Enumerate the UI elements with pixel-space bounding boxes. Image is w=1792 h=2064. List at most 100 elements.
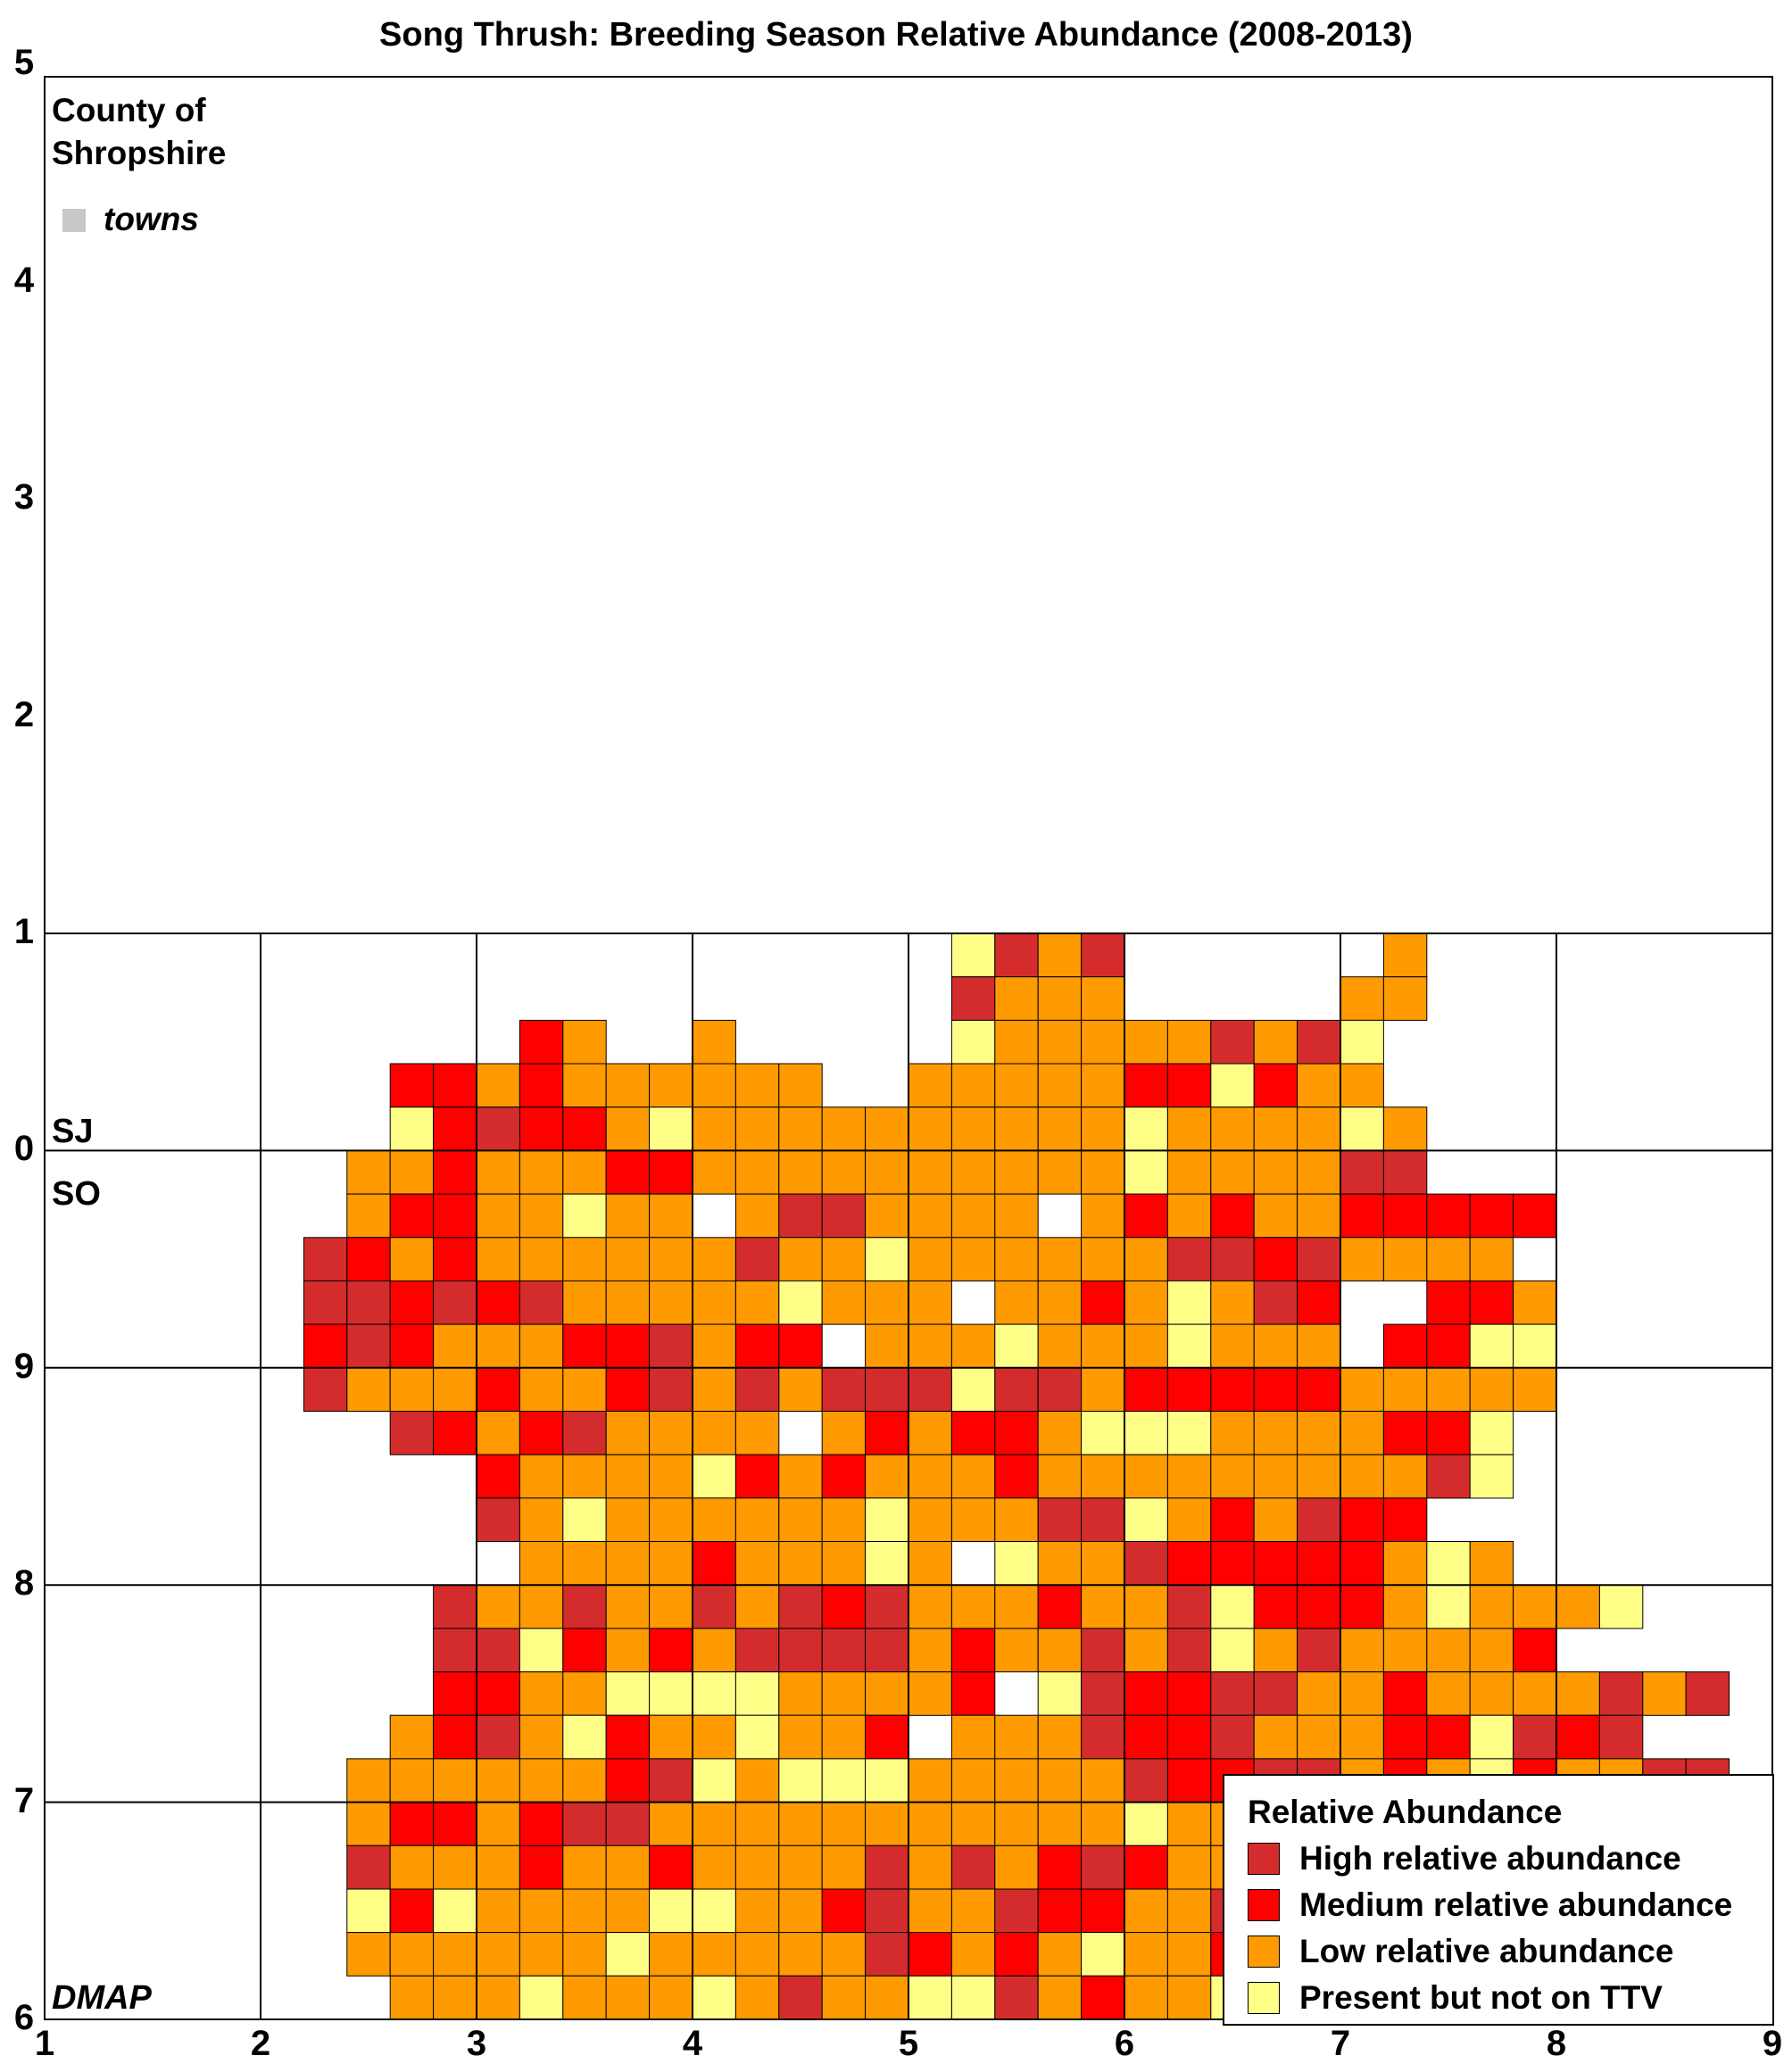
cell-L [433, 1975, 477, 2020]
cell-L [519, 1714, 564, 1760]
cell-L [1037, 1019, 1083, 1065]
cell-L [1340, 976, 1384, 1021]
cell-L [1210, 1149, 1255, 1195]
cell-L [734, 1541, 780, 1586]
dmap-credit: DMAP [52, 1979, 152, 2017]
cell-L [908, 1193, 952, 1239]
cell-L [865, 1454, 909, 1499]
cell-L [649, 1193, 693, 1239]
cell-M [865, 1411, 909, 1455]
cell-L [692, 1367, 736, 1413]
cell-L [692, 1497, 736, 1543]
cell-M [1297, 1280, 1341, 1325]
cell-M [605, 1758, 651, 1803]
cell-H [1210, 1671, 1255, 1716]
cell-H [389, 1411, 435, 1455]
cell-L [908, 1758, 952, 1803]
cell-M [950, 1411, 996, 1455]
cell-L [1081, 1237, 1125, 1282]
cell-L [1556, 1584, 1600, 1629]
cell-M [1166, 1758, 1212, 1803]
cell-L [433, 1323, 477, 1369]
cell-L [865, 1671, 909, 1716]
cell-L [519, 1237, 564, 1282]
cell-L [1382, 933, 1428, 978]
cell-L [1469, 1584, 1514, 1629]
cell-P [821, 1758, 867, 1803]
cell-M [950, 1628, 996, 1673]
legend-item-medium: Medium relative abundance [1248, 1886, 1732, 1924]
cell-H [303, 1367, 348, 1413]
cell-M [1513, 1628, 1557, 1673]
cell-L [1469, 1628, 1514, 1673]
survey-cells [303, 933, 1730, 2020]
cell-L [1210, 1454, 1255, 1499]
cell-L [734, 1802, 780, 1846]
cell-L [476, 1584, 520, 1629]
cell-L [605, 1541, 651, 1586]
cell-M [1081, 1888, 1125, 1934]
cell-P [1124, 1497, 1168, 1543]
map-frame [44, 76, 1773, 2020]
cell-H [1166, 1237, 1212, 1282]
cell-H [865, 1844, 909, 1890]
cell-L [605, 1237, 651, 1282]
cell-L [1037, 1411, 1083, 1455]
cell-L [605, 1497, 651, 1543]
cell-P [1210, 1584, 1255, 1629]
cell-H [433, 1584, 477, 1629]
cell-L [778, 1063, 823, 1108]
cell-P [649, 1671, 693, 1716]
cell-M [1210, 1497, 1255, 1543]
cell-M [1382, 1714, 1428, 1760]
cell-P [519, 1975, 564, 2020]
cell-H [994, 1367, 1039, 1413]
cell-H [1685, 1671, 1730, 1716]
cell-L [778, 1844, 823, 1890]
cell-L [519, 1193, 564, 1239]
cell-P [1210, 1063, 1255, 1108]
cell-L [649, 1454, 693, 1499]
cell-P [1340, 1019, 1384, 1065]
cell-M [1297, 1584, 1341, 1629]
cell-M [1382, 1411, 1428, 1455]
cell-L [950, 1497, 996, 1543]
cell-L [1081, 1802, 1125, 1846]
cell-L [1081, 1063, 1125, 1108]
cell-P [1166, 1323, 1212, 1369]
cell-H [562, 1411, 607, 1455]
cell-L [649, 1932, 693, 1977]
cell-L [734, 1107, 780, 1151]
cell-L [1382, 1584, 1428, 1629]
cell-L [994, 1280, 1039, 1325]
cell-L [734, 1758, 780, 1803]
cell-L [865, 1149, 909, 1195]
cell-L [1124, 1237, 1168, 1282]
cell-L [1340, 1367, 1384, 1413]
y-tick-label: 9 [13, 1346, 35, 1386]
cell-L [1124, 1628, 1168, 1673]
cell-M [389, 1063, 435, 1108]
y-tick-label: 3 [13, 477, 35, 518]
cell-L [389, 1844, 435, 1890]
cell-L [649, 1584, 693, 1629]
cell-M [1124, 1367, 1168, 1413]
cell-L [605, 1975, 651, 2020]
cell-M [950, 1671, 996, 1716]
cell-L [476, 1758, 520, 1803]
cell-P [692, 1975, 736, 2020]
y-tick-label: 6 [13, 1998, 35, 2037]
cell-L [1253, 1628, 1298, 1673]
cell-L [1210, 1280, 1255, 1325]
cell-L [605, 1411, 651, 1455]
cell-L [821, 1802, 867, 1846]
cell-L [865, 1323, 909, 1369]
cell-L [994, 1497, 1039, 1543]
cell-M [389, 1323, 435, 1369]
legend-label-high: High relative abundance [1299, 1840, 1681, 1877]
cell-M [476, 1454, 520, 1499]
cell-L [433, 1758, 477, 1803]
cell-L [908, 1802, 952, 1846]
cell-L [778, 1541, 823, 1586]
cell-L [1297, 1454, 1341, 1499]
